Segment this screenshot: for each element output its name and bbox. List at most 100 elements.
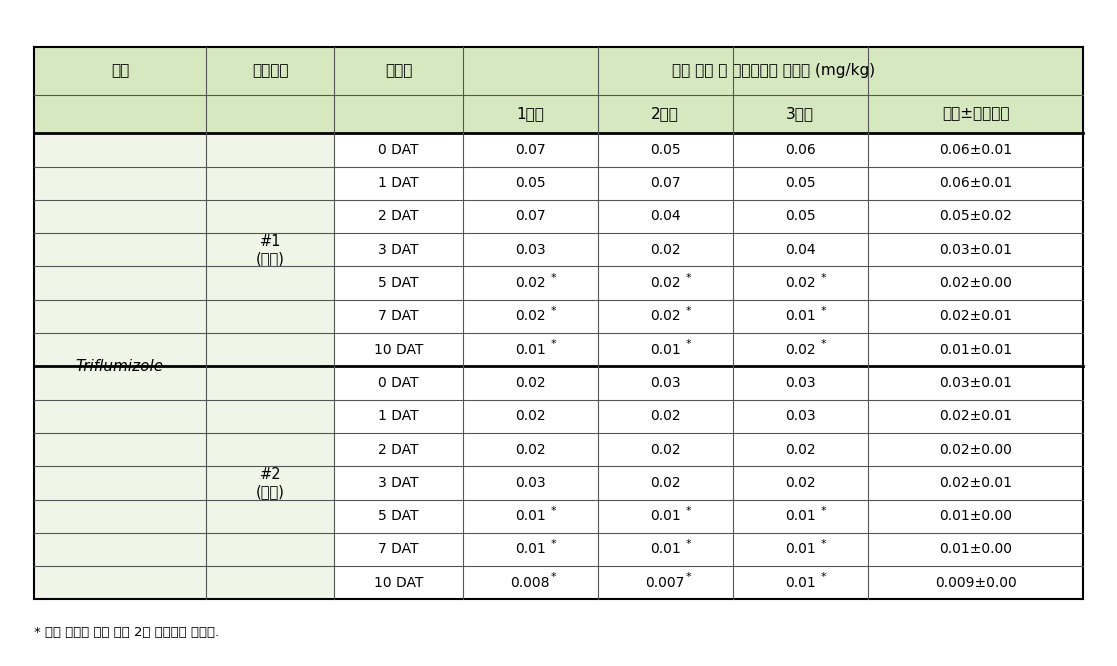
Text: 0.03: 0.03	[650, 376, 680, 390]
Text: 0.01±0.00: 0.01±0.00	[939, 509, 1012, 523]
Bar	[462, 400, 598, 433]
Bar	[462, 566, 598, 599]
Text: 0.02: 0.02	[785, 342, 815, 357]
Text: 0.06: 0.06	[785, 143, 815, 157]
Text: 0.02±0.01: 0.02±0.01	[939, 309, 1012, 324]
Bar	[34, 133, 207, 599]
Bar	[733, 333, 868, 366]
Text: 0.05±0.02: 0.05±0.02	[939, 209, 1012, 224]
Text: *: *	[820, 505, 825, 516]
Bar	[733, 466, 868, 500]
Text: *: *	[820, 306, 825, 316]
Text: 2반복: 2반복	[651, 107, 679, 121]
Bar	[733, 166, 868, 200]
Text: 0.01: 0.01	[515, 342, 545, 357]
Text: 시험포장: 시험포장	[252, 63, 288, 78]
Bar	[334, 200, 462, 233]
Text: *: *	[685, 339, 690, 350]
Text: 0.02: 0.02	[515, 276, 545, 290]
Text: 0.05: 0.05	[515, 176, 545, 190]
Bar	[868, 133, 1083, 166]
Bar	[598, 533, 733, 566]
Bar	[462, 333, 598, 366]
Bar	[207, 366, 334, 599]
Bar	[868, 300, 1083, 333]
Bar	[733, 300, 868, 333]
Bar	[334, 233, 462, 266]
Text: 0.05: 0.05	[785, 209, 815, 224]
Text: *: *	[551, 339, 556, 350]
Text: 0.02: 0.02	[650, 309, 680, 324]
Bar	[598, 366, 733, 400]
Text: 0.02±0.00: 0.02±0.00	[939, 276, 1012, 290]
Bar	[334, 533, 462, 566]
Text: 0.05: 0.05	[650, 143, 680, 157]
Bar	[598, 200, 733, 233]
Text: *: *	[551, 272, 556, 283]
Bar	[868, 95, 1083, 133]
Text: 0.03: 0.03	[785, 376, 815, 390]
Bar	[868, 433, 1083, 466]
Text: 0.02: 0.02	[650, 476, 680, 490]
Text: 0.02±0.01: 0.02±0.01	[939, 409, 1012, 424]
Text: 0.04: 0.04	[785, 242, 815, 257]
Bar	[598, 166, 733, 200]
Text: 10 DAT: 10 DAT	[374, 575, 423, 590]
Text: *: *	[551, 572, 556, 583]
Bar	[598, 566, 733, 599]
Bar	[733, 366, 868, 400]
Text: 0.02: 0.02	[515, 376, 545, 390]
Text: 3반복: 3반복	[786, 107, 814, 121]
Text: 0.02: 0.02	[515, 442, 545, 457]
Text: 0.02±0.00: 0.02±0.00	[939, 442, 1012, 457]
Text: *: *	[820, 272, 825, 283]
Bar	[334, 400, 462, 433]
Text: *: *	[685, 306, 690, 316]
Bar	[598, 333, 733, 366]
Text: 0.008: 0.008	[510, 575, 550, 590]
Text: 0.06±0.01: 0.06±0.01	[939, 143, 1012, 157]
Text: #2
(광주): #2 (광주)	[256, 467, 285, 499]
Text: 0.02: 0.02	[650, 242, 680, 257]
Bar	[334, 333, 462, 366]
Text: 0.02: 0.02	[650, 409, 680, 424]
Text: *: *	[820, 539, 825, 549]
Text: *: *	[685, 539, 690, 549]
Bar	[462, 433, 598, 466]
Text: 0.07: 0.07	[515, 143, 545, 157]
Text: Triflumizole: Triflumizole	[76, 359, 164, 374]
Bar	[868, 533, 1083, 566]
Text: 0.02: 0.02	[650, 276, 680, 290]
Text: 농약 살포 후 경과일수별 잔류량 (mg/kg): 농약 살포 후 경과일수별 잔류량 (mg/kg)	[671, 63, 875, 78]
Bar	[207, 47, 334, 95]
Text: 1 DAT: 1 DAT	[379, 409, 419, 424]
Text: 0.07: 0.07	[515, 209, 545, 224]
Text: *: *	[685, 572, 690, 583]
Bar	[598, 400, 733, 433]
Bar	[868, 500, 1083, 533]
Text: 3 DAT: 3 DAT	[379, 476, 419, 490]
Bar	[868, 566, 1083, 599]
Text: *: *	[820, 339, 825, 350]
Bar	[334, 300, 462, 333]
Bar	[868, 166, 1083, 200]
Bar	[334, 466, 462, 500]
Bar	[462, 133, 598, 166]
Text: 0.007: 0.007	[646, 575, 685, 590]
Bar	[868, 266, 1083, 300]
Text: 0.02±0.01: 0.02±0.01	[939, 476, 1012, 490]
Bar	[598, 466, 733, 500]
Bar	[207, 95, 334, 133]
Bar	[733, 95, 868, 133]
Bar	[34, 47, 1083, 599]
Bar	[462, 233, 598, 266]
Text: 7 DAT: 7 DAT	[379, 542, 419, 557]
Bar	[462, 500, 598, 533]
Bar	[868, 333, 1083, 366]
Bar	[868, 233, 1083, 266]
Bar	[598, 95, 733, 133]
Text: 0.01: 0.01	[650, 342, 680, 357]
Bar	[598, 233, 733, 266]
Text: 0.02: 0.02	[650, 442, 680, 457]
Text: 0.009±0.00: 0.009±0.00	[935, 575, 1016, 590]
